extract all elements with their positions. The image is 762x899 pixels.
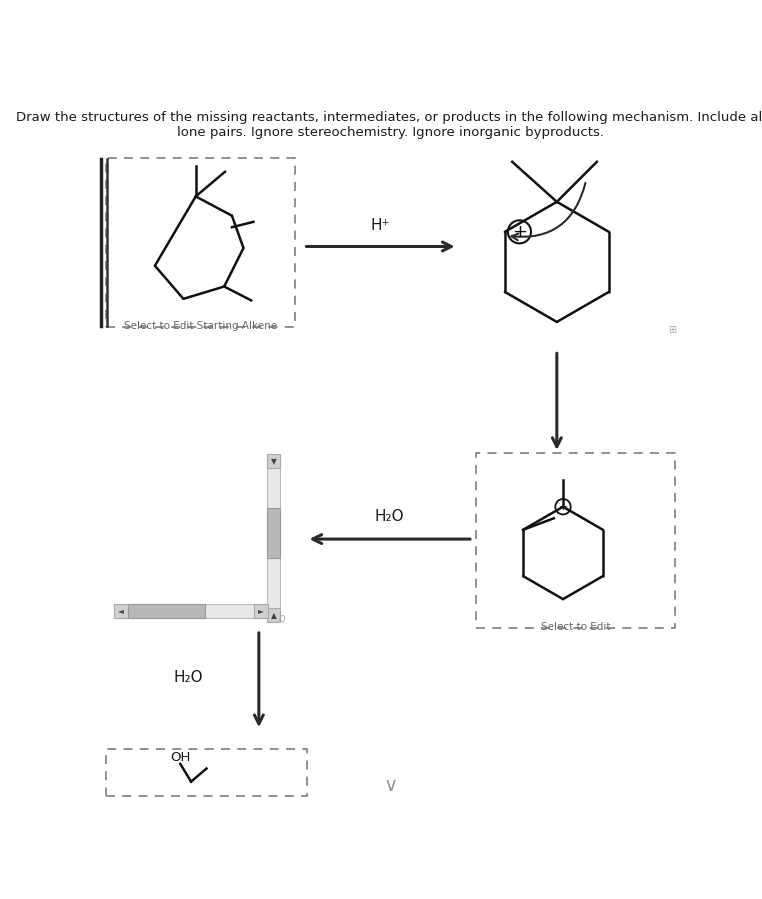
Bar [267, 508, 280, 558]
Text: +: + [512, 223, 527, 241]
Text: Select to Edit: Select to Edit [540, 622, 610, 632]
Text: Select to Edit Starting Alkene: Select to Edit Starting Alkene [124, 321, 277, 331]
Bar [107, 749, 306, 797]
Bar [267, 454, 280, 622]
Text: +: + [559, 502, 568, 512]
Bar [267, 454, 280, 468]
Text: ∨: ∨ [383, 776, 398, 795]
Bar [476, 453, 674, 628]
Text: ◄: ◄ [118, 606, 124, 615]
Bar [107, 158, 295, 327]
Text: OH: OH [170, 752, 190, 764]
Text: ▲: ▲ [271, 610, 277, 619]
Text: ►: ► [258, 606, 264, 615]
Text: Draw the structures of the missing reactants, intermediates, or products in the : Draw the structures of the missing react… [15, 111, 762, 139]
Text: H⁺: H⁺ [371, 218, 390, 233]
Text: ⊞: ⊞ [668, 325, 677, 334]
Bar [114, 604, 268, 618]
Text: H₂O: H₂O [173, 670, 203, 685]
Bar [255, 604, 268, 618]
Bar [128, 604, 205, 618]
Bar [267, 609, 280, 622]
Text: H₂O: H₂O [375, 510, 405, 524]
Bar [114, 604, 128, 618]
Text: Q: Q [279, 615, 285, 624]
Text: ▼: ▼ [271, 457, 277, 466]
